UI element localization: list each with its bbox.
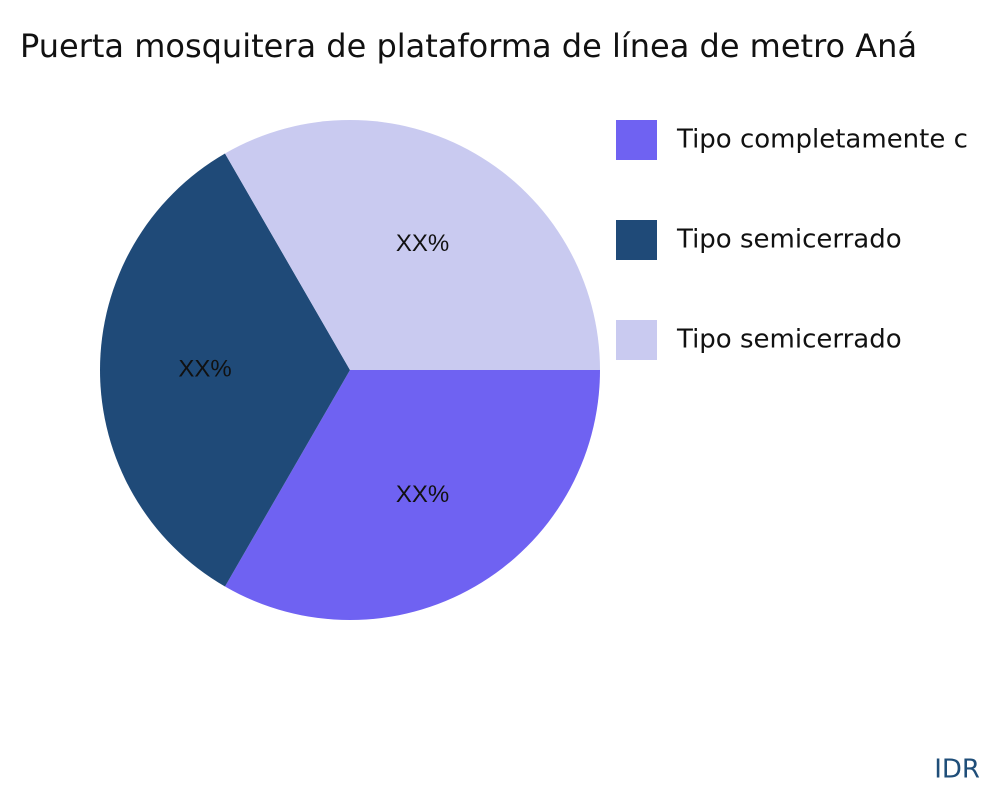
pie-slice [225,370,600,620]
legend-swatch [616,120,657,160]
watermark: IDR [934,755,980,785]
legend-label: Tipo semicerrado [676,225,902,255]
pie-slice [225,119,600,370]
data-label: XX% [396,481,449,508]
legend-swatch [616,320,657,360]
legend-swatch [616,220,657,260]
legend-label: Tipo completamente c [676,125,968,155]
chart-title: Puerta mosquitera de plataforma de línea… [20,27,917,65]
data-label: XX% [396,230,449,257]
legend-label: Tipo semicerrado [676,325,902,355]
data-label: XX% [178,355,231,382]
